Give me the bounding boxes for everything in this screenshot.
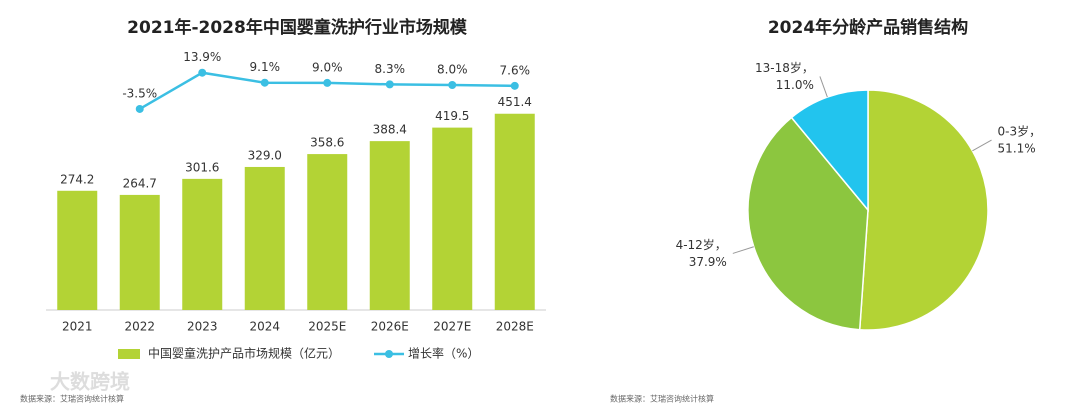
bar	[182, 178, 223, 310]
source: 数据来源：艾瑞咨询统计核算	[610, 394, 714, 404]
line-point	[198, 68, 207, 77]
x-tick-label: 2022	[124, 320, 155, 334]
slice-value: 51.1%	[998, 142, 1036, 156]
data-label: 8.0%	[437, 63, 468, 77]
data-label: 13.9%	[183, 50, 221, 64]
source: 数据来源：艾瑞咨询统计核算	[20, 394, 124, 404]
legend-swatch	[118, 349, 140, 359]
data-label: 358.6	[310, 136, 344, 150]
legend-label: 中国婴童洗护产品市场规模（亿元）	[148, 346, 340, 361]
data-label: 419.5	[435, 109, 469, 123]
leader-line	[732, 246, 754, 254]
line-point	[323, 78, 332, 87]
line-point	[260, 78, 269, 87]
data-label: -3.5%	[122, 86, 157, 100]
legend-swatch	[385, 350, 393, 358]
pie-slice	[858, 89, 989, 331]
slice-value: 37.9%	[689, 255, 727, 269]
watermark: 大数跨境	[50, 370, 130, 394]
slice-label: 4-12岁，	[676, 237, 727, 252]
data-label: 301.6	[185, 160, 219, 174]
line	[139, 71, 515, 111]
bar	[494, 113, 535, 310]
legend-label: 增长率（%）	[408, 346, 479, 361]
x-tick-label: 2021	[62, 320, 93, 334]
data-label: 329.0	[248, 148, 282, 162]
data-label: 264.7	[123, 176, 157, 190]
data-label: 9.0%	[312, 60, 343, 74]
x-tick-label: 2026E	[371, 320, 409, 334]
data-label: 7.6%	[500, 63, 531, 77]
bar	[57, 190, 98, 310]
chart-title: 2024年分龄产品销售结构	[768, 17, 968, 38]
x-tick-label: 2028E	[496, 320, 534, 334]
slice-value: 11.0%	[776, 78, 814, 92]
data-label: 274.2	[60, 172, 94, 186]
line-point	[448, 81, 457, 89]
x-tick-label: 2025E	[308, 320, 346, 334]
data-label: 388.4	[373, 123, 407, 137]
leader-line	[819, 76, 828, 98]
slice-label: 13-18岁，	[755, 60, 814, 75]
bar	[119, 194, 160, 310]
x-tick-label: 2023	[187, 320, 218, 334]
line-point	[510, 81, 519, 90]
bar	[369, 141, 410, 310]
slice-label: 0-3岁，	[998, 124, 1042, 139]
line-point	[385, 80, 394, 89]
line-point	[135, 104, 144, 113]
x-tick-label: 2024	[249, 320, 280, 334]
x-tick-label: 2027E	[433, 320, 471, 334]
leader-line	[972, 139, 992, 152]
data-label: 9.1%	[250, 60, 281, 74]
bar	[244, 166, 285, 310]
bar	[307, 154, 348, 310]
bar	[432, 127, 473, 310]
chart-title: 2021年-2028年中国婴童洗护行业市场规模	[127, 17, 468, 38]
data-label: 451.4	[498, 95, 532, 109]
data-label: 8.3%	[375, 62, 406, 76]
